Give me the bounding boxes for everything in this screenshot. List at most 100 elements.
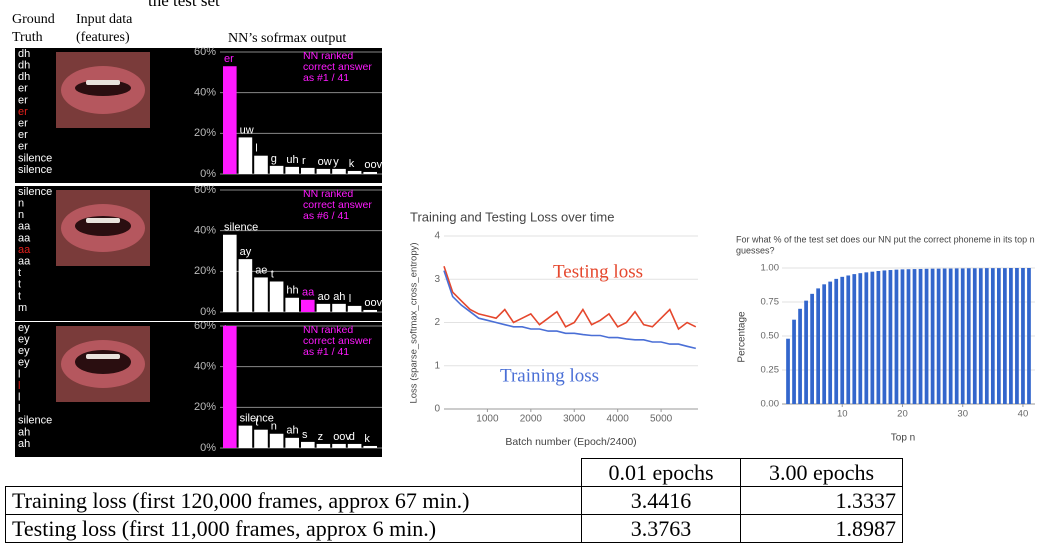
bar bbox=[269, 165, 284, 174]
teeth bbox=[86, 354, 120, 359]
lips-image bbox=[56, 190, 150, 266]
y-tick-label: 0% bbox=[200, 442, 216, 454]
bar bbox=[846, 275, 851, 404]
bar bbox=[870, 271, 875, 404]
chart-title: guesses? bbox=[736, 245, 775, 255]
bar-label: aa bbox=[302, 287, 315, 299]
y-tick-label: 40% bbox=[194, 225, 216, 237]
header: NN’s sofrmax output bbox=[228, 31, 346, 46]
ground-truth-label: l bbox=[18, 392, 20, 404]
bar bbox=[269, 281, 284, 312]
ground-truth-label: l bbox=[18, 368, 20, 380]
x-tick-label: 10 bbox=[837, 409, 848, 420]
bar bbox=[966, 268, 971, 404]
y-tick-label: 4 bbox=[434, 231, 440, 242]
y-tick-label: 60% bbox=[194, 46, 216, 58]
bar bbox=[864, 272, 869, 404]
annotation: NN ranked bbox=[303, 50, 353, 62]
header: (features) bbox=[76, 30, 130, 45]
bar-label: oov bbox=[364, 159, 382, 171]
y-tick-label: 0 bbox=[434, 404, 440, 415]
annotation: as #6 / 41 bbox=[303, 210, 349, 222]
bar bbox=[363, 309, 377, 312]
ground-truth-label: l bbox=[18, 403, 20, 415]
y-tick-label: 0.25 bbox=[761, 365, 780, 376]
bar bbox=[816, 288, 821, 404]
bar-label: silence bbox=[240, 413, 274, 425]
x-tick-label: 5000 bbox=[650, 414, 673, 425]
bar bbox=[786, 338, 790, 404]
bar bbox=[254, 429, 268, 448]
bar bbox=[978, 268, 983, 404]
bar bbox=[990, 268, 995, 404]
y-tick-label: 20% bbox=[194, 401, 216, 413]
bar bbox=[347, 305, 362, 312]
bar bbox=[822, 284, 827, 404]
bar-label: uw bbox=[240, 124, 254, 136]
y-axis-label: Loss (sparse_softmax_cross_entropy) bbox=[409, 242, 420, 403]
header: Truth bbox=[12, 30, 43, 45]
ground-truth-label: silence bbox=[18, 186, 52, 198]
y-tick-label: 0% bbox=[200, 168, 216, 180]
bar bbox=[301, 167, 315, 174]
bar bbox=[876, 270, 881, 404]
ground-truth-label: er bbox=[18, 141, 28, 153]
y-tick-label: 60% bbox=[194, 184, 216, 196]
table-cell: 3.3763 bbox=[581, 514, 741, 543]
bar bbox=[912, 269, 917, 404]
bar bbox=[1009, 268, 1013, 404]
x-tick-label: 3000 bbox=[563, 414, 586, 425]
ground-truth-label: ey bbox=[18, 322, 30, 334]
bar-label: hh bbox=[286, 285, 298, 297]
annotation: correct answer bbox=[303, 61, 372, 73]
bar bbox=[792, 319, 796, 404]
bar-label: ah bbox=[286, 425, 298, 437]
bar bbox=[906, 269, 911, 404]
bar bbox=[347, 443, 362, 448]
bar bbox=[834, 278, 839, 404]
y-tick-label: 1 bbox=[434, 360, 440, 371]
ground-truth-label: aa bbox=[18, 256, 31, 268]
annotation: as #1 / 41 bbox=[303, 72, 349, 84]
x-tick-label: 20 bbox=[897, 409, 908, 420]
bar bbox=[1021, 268, 1025, 404]
y-tick-label: 40% bbox=[194, 87, 216, 99]
x-tick-label: 1000 bbox=[476, 414, 499, 425]
chart-title: For what % of the test set does our NN p… bbox=[736, 234, 1035, 244]
bar-label: l bbox=[224, 324, 226, 336]
bar bbox=[810, 293, 814, 404]
bar bbox=[223, 234, 237, 312]
ground-truth-label: ey bbox=[18, 334, 30, 346]
bar bbox=[254, 155, 268, 174]
bar bbox=[301, 441, 315, 448]
bar bbox=[285, 166, 299, 174]
ground-truth-label: n bbox=[18, 209, 24, 221]
table-cell: 3.4416 bbox=[581, 486, 741, 515]
bar bbox=[936, 268, 941, 404]
bar-label: oov bbox=[364, 297, 382, 309]
bar bbox=[1015, 268, 1019, 404]
bar-label: k bbox=[349, 158, 355, 170]
y-tick-label: 20% bbox=[194, 127, 216, 139]
y-tick-label: 0.00 bbox=[761, 399, 780, 410]
ground-truth-label: dh bbox=[18, 48, 30, 60]
bar bbox=[918, 268, 923, 404]
bar-label: y bbox=[333, 156, 339, 168]
bar bbox=[930, 268, 935, 404]
table-cell bbox=[5, 458, 582, 487]
ground-truth-label: silence bbox=[18, 164, 52, 176]
bar-label: t bbox=[271, 268, 274, 280]
ground-truth-label: t bbox=[18, 279, 21, 291]
bar bbox=[798, 308, 802, 404]
figure: the test set Ground Truth Input data (fe… bbox=[12, 0, 1035, 457]
bar bbox=[960, 268, 965, 404]
bar bbox=[285, 437, 299, 448]
bar-label: er bbox=[224, 53, 234, 65]
bar bbox=[852, 274, 857, 404]
ground-truth-label: ey bbox=[18, 357, 30, 369]
bar bbox=[285, 297, 299, 312]
lips-image bbox=[56, 52, 150, 128]
table-header: 0.01 epochs 3.00 epochs bbox=[5, 458, 903, 487]
y-tick-label: 0.75 bbox=[761, 297, 780, 308]
ground-truth-label: t bbox=[18, 267, 21, 279]
